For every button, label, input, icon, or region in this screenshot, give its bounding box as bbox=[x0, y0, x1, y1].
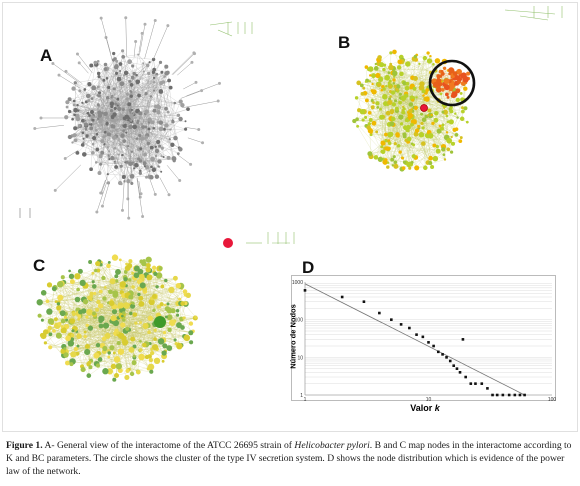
chart-y-tick-label: 1 bbox=[300, 393, 303, 399]
chart-point bbox=[390, 318, 393, 321]
network-b bbox=[352, 49, 476, 172]
network-a-tendrils bbox=[33, 16, 221, 220]
chart-x-tick-label: 100 bbox=[548, 397, 557, 403]
chart-point bbox=[408, 326, 411, 330]
network-a-nodes bbox=[64, 49, 190, 186]
figure-caption-text-1: A- General view of the interactome of th… bbox=[42, 440, 295, 451]
degree-distribution-plot: 1 10 100 1000 1 10 100 bbox=[292, 280, 557, 403]
chart-point bbox=[362, 300, 366, 303]
chart-point bbox=[464, 375, 467, 379]
chart-point bbox=[399, 323, 403, 326]
chart-point bbox=[432, 344, 435, 348]
chart-fit-line bbox=[304, 283, 525, 396]
chart-point bbox=[523, 393, 526, 397]
chart-point bbox=[507, 393, 511, 397]
chart-point bbox=[474, 382, 477, 385]
chart-point bbox=[441, 353, 444, 356]
chart-point bbox=[513, 393, 517, 397]
panel-label-a: A bbox=[40, 46, 53, 65]
chart-x-axis-title-prefix: Valor bbox=[410, 403, 435, 413]
figure-caption: Figure 1. A- General view of the interac… bbox=[6, 439, 572, 478]
chart-y-tick-label: 10 bbox=[297, 355, 303, 361]
chart-point bbox=[501, 393, 505, 397]
chart-point bbox=[518, 393, 522, 397]
network-b-hub bbox=[420, 104, 428, 112]
chart-point bbox=[448, 359, 452, 363]
chart-point bbox=[480, 382, 484, 385]
chart-point bbox=[303, 289, 307, 292]
chart-point bbox=[436, 350, 440, 354]
panel-label-c: C bbox=[33, 256, 46, 275]
chart-point bbox=[421, 335, 425, 339]
chart-point bbox=[455, 367, 459, 370]
chart-x-axis-title-var: k bbox=[434, 403, 440, 413]
chart-point bbox=[461, 338, 465, 341]
chart-point bbox=[340, 295, 344, 299]
chart-point bbox=[427, 341, 430, 344]
chart-y-tick-label: 100 bbox=[295, 318, 304, 324]
network-a bbox=[33, 16, 221, 220]
network-c-hub bbox=[154, 316, 166, 328]
chart-point bbox=[445, 356, 448, 359]
network-b-nodes bbox=[352, 49, 469, 172]
chart-point bbox=[491, 393, 494, 397]
network-c bbox=[36, 254, 198, 382]
chart-gridlines bbox=[305, 283, 552, 396]
highlight-circle bbox=[428, 59, 476, 107]
chart-point bbox=[378, 311, 381, 315]
figure-caption-text-2: . B and C map nodes in the interactome a… bbox=[6, 440, 572, 477]
network-b-cluster-nodes bbox=[431, 66, 471, 99]
network-panels bbox=[19, 6, 563, 382]
figure-caption-label: Figure 1. bbox=[6, 440, 43, 451]
chart-x-tick-label: 1 bbox=[304, 397, 307, 403]
chart-point bbox=[486, 387, 489, 390]
chart-x-tick-label: 10 bbox=[426, 397, 432, 403]
chart-x-axis-title: Valor k bbox=[360, 403, 490, 413]
chart-y-axis-title: Número de Nodos bbox=[288, 304, 298, 369]
chart-point bbox=[469, 382, 473, 385]
figure-caption-species: Helicobacter pylori bbox=[294, 440, 370, 451]
red-node bbox=[223, 238, 233, 248]
panel-label-b: B bbox=[338, 33, 351, 52]
network-c-nodes bbox=[36, 254, 198, 382]
chart-y-tick-label: 1000 bbox=[292, 280, 303, 286]
panel-label-d: D bbox=[302, 258, 315, 277]
stray-components bbox=[19, 6, 563, 244]
chart-point bbox=[458, 371, 462, 374]
chart-point bbox=[415, 333, 418, 336]
chart-point bbox=[452, 364, 456, 367]
chart-point bbox=[495, 393, 499, 397]
